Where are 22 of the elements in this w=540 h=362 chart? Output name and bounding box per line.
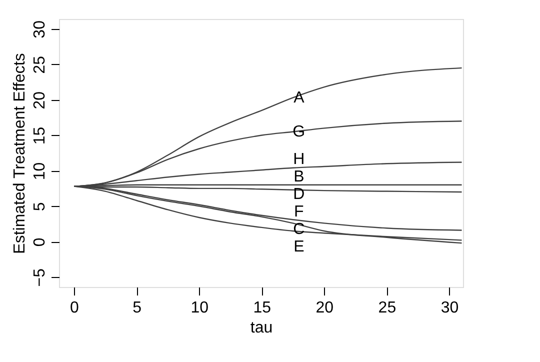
x-tick-label: 20 xyxy=(316,300,334,316)
x-tick-label: 0 xyxy=(70,300,80,316)
y-tick-label: −5 xyxy=(32,268,48,287)
x-tick-label: 5 xyxy=(132,300,142,316)
y-tick-label: 25 xyxy=(32,56,48,74)
y-tick-label: 30 xyxy=(32,20,48,38)
y-tick-label: 5 xyxy=(32,202,48,212)
x-tick-label: 25 xyxy=(378,300,396,316)
y-axis-title: Estimated Treatment Effects xyxy=(12,53,28,254)
series-label: D xyxy=(293,186,305,204)
x-tick-label: 15 xyxy=(253,300,272,316)
x-tick-label: 30 xyxy=(440,300,459,316)
y-tick-label: 0 xyxy=(32,238,48,247)
series-label: E xyxy=(294,238,304,256)
series-label: F xyxy=(294,203,304,220)
y-tick-label: 15 xyxy=(32,126,48,145)
y-tick-label: 10 xyxy=(32,162,48,180)
series-label: B xyxy=(294,168,304,186)
series-label: H xyxy=(293,151,305,168)
x-tick-label: 10 xyxy=(190,300,209,316)
y-tick-label: 20 xyxy=(32,91,48,110)
x-axis-title: tau xyxy=(250,320,273,336)
